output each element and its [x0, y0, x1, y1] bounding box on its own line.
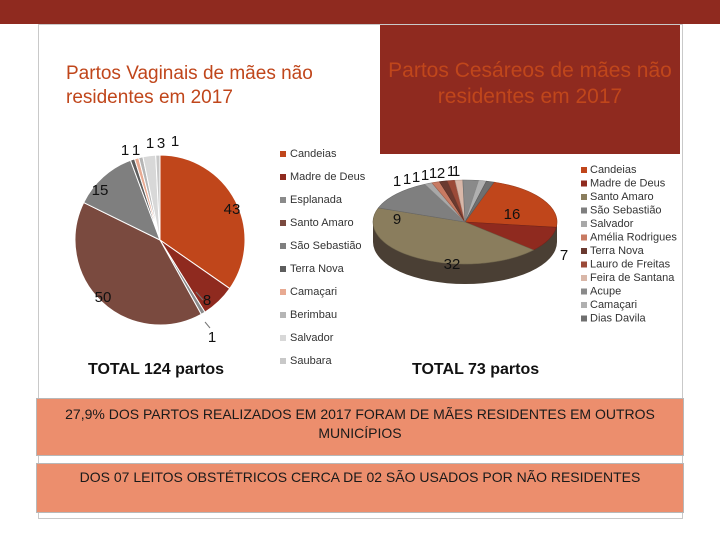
slice-3 [377, 183, 466, 223]
data-label-7: 1 [421, 167, 429, 184]
legend-label: Candeias [590, 164, 637, 176]
legend-label: Terra Nova [590, 245, 645, 257]
legend-swatch [280, 151, 286, 157]
legend-label: São Sebastião [590, 205, 662, 217]
slide-frame [38, 24, 683, 519]
data-label-6: 1 [412, 169, 420, 186]
legend-label: Camaçari [290, 286, 337, 298]
data-label-0: 43 [224, 201, 241, 218]
legend-label: Amélia Rodrigues [590, 232, 677, 244]
legend-label: Acupe [590, 286, 621, 298]
slice-4 [83, 159, 161, 242]
legend-swatch [581, 288, 587, 295]
legend-label: Berimbau [290, 309, 337, 321]
leader-line [204, 321, 211, 329]
note-obstetric-beds: DOS 07 LEITOS OBSTÉTRICOS CERCA DE 02 SÃ… [36, 463, 684, 513]
slice-3 [74, 201, 202, 326]
data-label-0: 16 [504, 206, 521, 223]
title-banner [380, 24, 680, 154]
data-label-9: 2 [437, 165, 445, 182]
legend-swatch [581, 194, 587, 200]
vaginal-total: TOTAL 124 partos [88, 361, 225, 378]
legend-swatch [581, 248, 587, 254]
cesarean-chart-title: Partos Cesáreos de mães não residentes e… [388, 59, 672, 108]
legend-swatch [581, 221, 587, 227]
legend-swatch [280, 243, 286, 249]
slice-0 [464, 181, 558, 228]
legend-swatch [581, 180, 587, 187]
cesarean-total: TOTAL 73 partos [412, 361, 540, 378]
data-label-4: 15 [92, 182, 109, 199]
data-label-9: 1 [171, 133, 179, 150]
legend-label: Santo Amaro [590, 191, 654, 203]
legend-swatch [280, 174, 286, 180]
slice-11 [464, 180, 495, 223]
leader-line [195, 291, 204, 301]
legend-label: Candeias [290, 148, 337, 160]
slice-0 [159, 154, 246, 290]
legend-label: Esplanada [290, 194, 343, 206]
data-label-11: 1 [452, 163, 460, 180]
legend-label: São Sebastião [290, 240, 362, 252]
legend-label: Dias Davila [590, 313, 647, 325]
data-label-6: 1 [121, 142, 129, 159]
data-label-10: 1 [447, 163, 455, 180]
legend-swatch [280, 220, 286, 226]
legend-label: Saubara [290, 355, 332, 367]
legend-swatch [581, 234, 587, 241]
legend-swatch [581, 315, 587, 322]
note-non-resident-share: 27,9% DOS PARTOS REALIZADOS EM 2017 FORA… [36, 398, 684, 456]
vaginal-legend: Candeias Madre de Deus Esplanada Santo Amar… [280, 148, 366, 367]
data-label-1: 8 [203, 292, 211, 309]
legend-swatch [280, 312, 286, 318]
slice-2 [372, 207, 535, 265]
legend-label: Feira de Santana [590, 272, 675, 284]
data-label-1: 7 [560, 247, 568, 264]
legend-swatch [280, 289, 286, 295]
legend-label: Camaçari [590, 299, 637, 311]
data-label-4: 1 [393, 173, 401, 190]
data-label-2: 32 [444, 256, 461, 273]
data-label-3: 9 [393, 211, 401, 228]
legend-swatch [280, 197, 286, 203]
data-label-8: 1 [429, 165, 437, 182]
pie-side [373, 222, 557, 284]
data-label-8: 3 [157, 135, 165, 152]
legend-swatch [581, 167, 587, 173]
data-label-5: 1 [132, 142, 140, 159]
legend-swatch [581, 261, 587, 268]
legend-label: Santo Amaro [290, 217, 354, 229]
legend-label: Salvador [290, 332, 334, 344]
legend-label: Terra Nova [290, 263, 345, 275]
legend-label: Madre de Deus [590, 178, 666, 190]
legend-swatch [581, 207, 587, 214]
legend-swatch [280, 335, 286, 341]
legend-label: Lauro de Freitas [590, 259, 671, 271]
top-accent-bar [0, 0, 720, 24]
legend-label: Madre de Deus [290, 171, 366, 183]
data-label-3: 50 [95, 289, 112, 306]
data-label-2: 1 [208, 329, 216, 346]
data-label-7: 1 [146, 135, 154, 152]
data-label-5: 1 [403, 171, 411, 188]
legend-swatch [280, 266, 286, 272]
legend-swatch [280, 358, 286, 364]
vaginal-chart-title: Partos Vaginais de mães não residentes e… [66, 63, 313, 108]
slice-9 [155, 154, 161, 241]
legend-swatch [581, 302, 587, 308]
legend-swatch [581, 275, 587, 281]
legend-label: Salvador [590, 218, 634, 230]
